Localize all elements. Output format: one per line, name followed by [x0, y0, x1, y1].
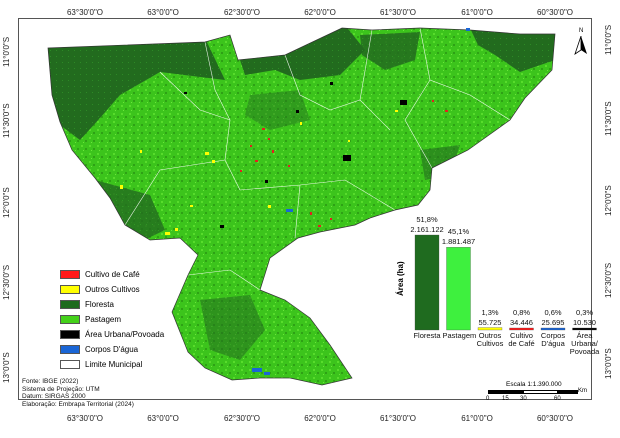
lon-label: 61°0'0"O: [461, 414, 493, 423]
bar-percent-label: 0,8%: [512, 308, 531, 317]
bar-value-label: 55.725: [478, 317, 502, 327]
forest-southwest: [95, 180, 165, 242]
legend-item-coffee: Cultivo de Café: [60, 268, 140, 280]
bar-category-label: Área Urbana/ Povoada: [569, 331, 600, 356]
lon-label: 61°0'0"O: [461, 8, 493, 17]
legend-item-pasture: Pastagem: [60, 313, 121, 325]
bar-value-label: 10.530: [573, 318, 596, 327]
bar-percent-label: 1,3%: [481, 307, 499, 317]
other-crops-areas: [120, 110, 398, 235]
legend-item-forest: Floresta: [60, 298, 114, 310]
lon-label: 62°30'0"O: [223, 414, 261, 423]
bar-percent-label: 0,6%: [544, 308, 562, 317]
scale-segment: [488, 390, 523, 394]
credit-line: Fonte: IBGE (2022): [22, 378, 79, 385]
lon-label: 62°0'0"O: [304, 8, 336, 17]
lon-label: 63°30'0"O: [66, 8, 104, 17]
forest-central: [245, 90, 310, 130]
legend-label: Cultivo de Café: [85, 269, 140, 279]
forest-south: [200, 295, 265, 360]
scale-segment: [523, 390, 558, 394]
bar-category-label: Outros Cultivos: [476, 331, 504, 348]
bar-value-label: 34.446: [510, 318, 533, 327]
legend-swatch: [60, 359, 80, 369]
scale-tick: 0: [486, 396, 490, 402]
scale-unit: Km: [578, 388, 587, 394]
chart-bar: [446, 247, 471, 331]
legend-swatch: [60, 299, 80, 309]
legend-swatch: [60, 314, 80, 324]
forest-central-north: [360, 32, 420, 70]
credit-line: Elaboração: Embrapa Territorial (2024): [22, 400, 134, 408]
legend-item-municipal-limit: Limite Municipal: [60, 358, 142, 370]
bar-value-label: 2.161.122: [410, 225, 444, 234]
water-bodies: [252, 28, 470, 375]
legend-swatch: [60, 329, 80, 339]
legend-label: Pastagem: [85, 314, 122, 324]
legend-swatch: [60, 284, 80, 294]
lon-label: 60°30'0"O: [536, 8, 574, 17]
lon-label: 61°30'0"O: [379, 414, 417, 423]
chart-bar: [477, 327, 503, 331]
bar-value-label: 1.881.487: [441, 237, 476, 247]
lon-label: 63°0'0"O: [147, 8, 179, 17]
legend-label: Área Urbana/Povoada: [85, 329, 165, 339]
legend-swatch: [60, 344, 80, 354]
lon-label: 61°30'0"O: [379, 8, 417, 17]
coffee-areas: [240, 100, 448, 227]
scale-title: Escala 1:1.390.000: [506, 381, 562, 388]
bar-category-label: Floresta: [413, 331, 441, 340]
chart-axis-label: Área (ha): [396, 261, 405, 296]
scale-bar: Escala 1:1.390.000 0 15 30 60 Km: [478, 381, 590, 411]
legend-swatch: [60, 269, 80, 279]
legend-label: Corpos D'água: [85, 344, 139, 354]
bar-percent-label: 51,8%: [416, 215, 438, 224]
legend-item-urban: Área Urbana/Povoada: [60, 328, 164, 340]
chart-bar: [540, 327, 566, 331]
bar-value-label: 25.695: [541, 318, 565, 327]
scale-tick: 30: [520, 396, 527, 402]
north-label: N: [579, 28, 584, 34]
forest-west: [48, 38, 225, 140]
lon-label: 63°30'0"O: [66, 414, 104, 423]
chart-bar: [572, 327, 597, 331]
chart-bar: [509, 327, 534, 331]
map-credits: Fonte: IBGE (2022) Sistema de Projeção: …: [22, 378, 134, 408]
territory-pasture: [48, 28, 555, 385]
municipal-limits: [124, 27, 511, 291]
bar-percent-label: 0,3%: [575, 308, 594, 317]
forest-northeast: [470, 28, 555, 72]
legend-label: Floresta: [85, 299, 114, 309]
legend-item-water: Corpos D'água: [60, 343, 138, 355]
chart-bar: [414, 234, 440, 331]
legend-label: Limite Municipal: [85, 359, 143, 369]
legend-item-other-crops: Outros Cultivos: [60, 283, 140, 295]
scale-tick: 60: [554, 396, 561, 402]
lon-label: 62°30'0"O: [223, 8, 261, 17]
credit-line: Sistema de Projeção: UTM: [22, 385, 100, 393]
bar-category-label: Cultivo de Café: [508, 331, 535, 348]
scale-tick: 15: [502, 396, 509, 402]
urban-areas: [184, 82, 407, 228]
lon-label: 62°0'0"O: [304, 414, 336, 423]
lon-label: 63°0'0"O: [147, 414, 179, 423]
bar-category-label: Corpos D'água: [540, 331, 566, 348]
credit-line: Datum: SIRGAS 2000: [22, 393, 86, 400]
north-arrow-icon: [574, 36, 587, 55]
lon-label: 60°30'0"O: [536, 414, 574, 423]
bar-percent-label: 45,1%: [447, 227, 470, 237]
bar-category-label: Pastagem: [442, 331, 477, 340]
legend-label: Outros Cultivos: [85, 284, 140, 294]
scale-segment: [558, 390, 578, 394]
territory-outline: [47, 27, 556, 386]
